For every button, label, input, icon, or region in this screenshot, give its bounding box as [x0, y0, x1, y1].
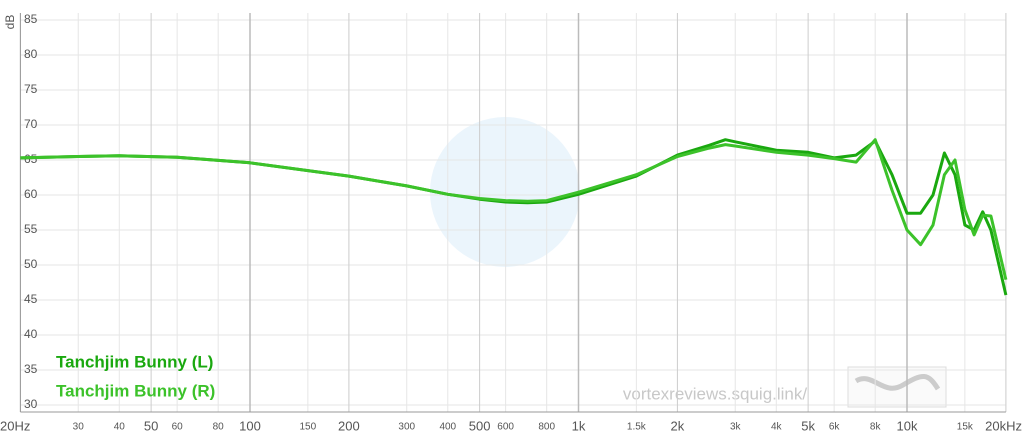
- x-tick-label: 20Hz: [0, 418, 30, 433]
- x-tick-label: 60: [172, 422, 184, 433]
- y-tick-label: 45: [24, 292, 38, 306]
- x-tick-label: 50: [144, 418, 158, 433]
- y-tick-label: 75: [24, 82, 38, 96]
- watermark: vortexreviews.squig.link/: [623, 384, 808, 403]
- x-tick-label: 600: [497, 422, 514, 433]
- x-tick-label: 1.5k: [627, 422, 647, 433]
- y-tick-label: 60: [24, 187, 38, 201]
- x-tick-label: 1k: [572, 418, 586, 433]
- y-tick-label: 80: [24, 47, 38, 61]
- x-tick-label: 8k: [870, 422, 882, 433]
- x-tick-label: 150: [300, 422, 317, 433]
- y-tick-label: 85: [24, 12, 38, 26]
- legend-entry: Tanchjim Bunny (R): [56, 381, 215, 400]
- y-tick-label: 55: [24, 222, 38, 236]
- x-tick-label: 6k: [829, 422, 841, 433]
- x-tick-label: 200: [338, 418, 360, 433]
- x-tick-label: 30: [73, 422, 85, 433]
- x-tick-label: 15k: [957, 422, 974, 433]
- plot: 30 35 40 45 50 55 60 65 70 75 80 85 20Hz 30 40 50 60 80 10…: [0, 12, 1022, 433]
- y-tick-label: 70: [24, 117, 38, 131]
- x-tick-label: 3k: [730, 422, 742, 433]
- x-tick-label: 40: [114, 422, 126, 433]
- x-tick-label: 80: [213, 422, 225, 433]
- x-tick-label: 100: [239, 418, 261, 433]
- y-tick-label: 40: [24, 327, 38, 341]
- logo-watermark: [430, 117, 580, 267]
- series-line: [20, 138, 1008, 281]
- y-tick-label: 65: [24, 152, 38, 166]
- y-tick-label: 35: [24, 362, 38, 376]
- y-tick-label: 30: [24, 397, 38, 411]
- y-tick-label: 50: [24, 257, 38, 271]
- x-tick-label: 2k: [671, 418, 685, 433]
- x-tick-label: 400: [439, 422, 456, 433]
- y-axis-label: dB: [3, 15, 17, 30]
- x-tick-label: 300: [398, 422, 415, 433]
- legend-entry: Tanchjim Bunny (L): [56, 352, 213, 371]
- x-tick-label: 4k: [771, 422, 783, 433]
- x-tick-label: 20kHz: [985, 418, 1022, 433]
- x-tick-label: 800: [538, 422, 555, 433]
- x-tick-label: 5k: [801, 418, 815, 433]
- x-tick-label: 10k: [897, 418, 918, 433]
- x-tick-label: 500: [469, 418, 491, 433]
- logo-box: [847, 366, 947, 408]
